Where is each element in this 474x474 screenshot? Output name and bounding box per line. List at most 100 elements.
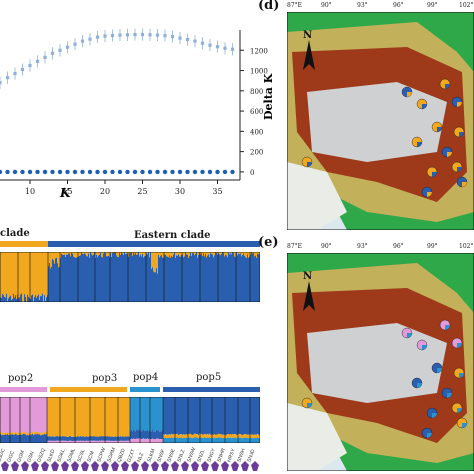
leaf-icon (91, 461, 99, 471)
k-point (162, 169, 168, 175)
leaf-icon (51, 461, 59, 471)
pop-bar (0, 387, 260, 392)
y-tick-label: 1200 (250, 47, 268, 55)
leaf-icon (101, 461, 109, 471)
delta-k-point (125, 33, 130, 37)
y-tick-label: 600 (250, 108, 263, 116)
delta-k-point (133, 32, 137, 37)
k-point (192, 169, 198, 175)
leaf-icon (151, 461, 159, 471)
sample-labels: GJGC GGC GGM GSN GSZQ SLKD SGKL SGML SCSL SCM SCPW… (0, 445, 260, 463)
population-pie (301, 156, 313, 168)
k-point (87, 169, 93, 175)
k-point (0, 169, 3, 175)
population-pie (426, 166, 438, 178)
k-point (200, 169, 205, 175)
leaf-icon (201, 461, 209, 471)
lon-tick-label: 102° (459, 2, 474, 9)
leaf-icon (31, 461, 39, 471)
lowland-south (287, 403, 347, 471)
population-pie (421, 427, 433, 439)
delta-k-point (230, 47, 235, 51)
lon-tick-label: 96° (393, 2, 404, 9)
k-point (20, 169, 25, 175)
pop3-label: pop3 (92, 373, 118, 384)
lon-tick-label: 90° (321, 2, 332, 9)
y-axis-label: Delta K (262, 74, 275, 120)
pop2-bar (0, 387, 47, 392)
svg-text:N: N (303, 30, 312, 41)
x-tick-label: 25 (137, 187, 147, 196)
k-point (125, 169, 130, 175)
population-pie (421, 186, 433, 198)
x-tick-label: 10 (25, 187, 35, 196)
delta-k-point (178, 36, 182, 40)
y-tick-label: 800 (250, 88, 263, 96)
map-e: N (287, 253, 474, 471)
lon-tick-label: 93° (357, 2, 368, 9)
delta-k-point (28, 63, 32, 68)
k-point (72, 169, 78, 175)
population-pie (439, 319, 451, 331)
plateau-snow (307, 323, 447, 403)
k-point (57, 169, 63, 175)
y-tick-label: 0 (250, 169, 254, 177)
delta-k-chart: 10 15 20 25 30 35 0 200 400 600 800 1000 1200 (0, 28, 268, 196)
delta-k-point (0, 81, 2, 85)
leaf-icon (11, 461, 19, 471)
population-pie (416, 339, 428, 351)
k-point (110, 169, 115, 175)
x-axis-label: K (60, 186, 71, 200)
population-pie (401, 86, 413, 98)
population-pie (411, 377, 423, 389)
delta-k-point (155, 33, 160, 37)
pop3-bar (50, 387, 127, 392)
lon-tick-label: 90° (321, 243, 332, 250)
leaf-icon (81, 461, 89, 471)
delta-k-point (200, 41, 205, 45)
population-pie (451, 96, 463, 108)
k-point (140, 169, 145, 175)
lowland-south (287, 162, 347, 230)
leaf-icon (121, 461, 129, 471)
population-pie (456, 417, 468, 429)
k-point (155, 169, 160, 175)
delta-k-point (88, 37, 92, 41)
delta-k-point (103, 34, 107, 38)
population-pie (441, 146, 453, 158)
clade-label-east: Eastern clade (134, 230, 211, 241)
k-point (170, 169, 175, 175)
population-pie (451, 161, 463, 173)
delta-k-point (73, 42, 77, 46)
k-point (215, 169, 220, 175)
delta-k-point (148, 33, 152, 37)
population-pie (453, 126, 465, 138)
population-pie (431, 121, 443, 133)
population-pie (451, 402, 463, 414)
delta-k-point (80, 39, 85, 43)
k-point (222, 169, 228, 175)
western-clade-bar (0, 241, 48, 247)
k-point (207, 169, 213, 175)
population-pie (426, 407, 438, 419)
north-arrow-icon: N (303, 30, 315, 70)
delta-k-point (163, 33, 167, 38)
ln-series (0, 169, 235, 175)
north-arrow-icon: N (303, 271, 315, 311)
leaf-icon (231, 461, 239, 471)
population-pie (301, 397, 313, 409)
leaf-icon-row (1, 461, 259, 471)
delta-k-point (140, 32, 145, 37)
map-d: N (287, 12, 474, 230)
delta-k-point (20, 67, 25, 72)
lon-tick-label: 87°E (287, 2, 303, 9)
delta-k-point (223, 46, 227, 50)
leaf-icon (21, 461, 29, 471)
eastern-clade-bar (48, 241, 260, 247)
k-point (35, 169, 40, 175)
delta-k-point (43, 55, 47, 59)
leaf-icon (41, 461, 49, 471)
pop4-label: pop4 (133, 372, 159, 383)
delta-k-point (65, 45, 70, 49)
pop5-bar (163, 387, 260, 392)
